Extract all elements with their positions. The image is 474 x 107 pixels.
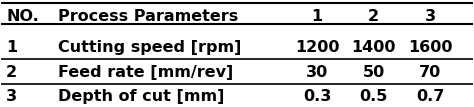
Text: 1400: 1400 (351, 40, 396, 55)
Text: 3: 3 (425, 9, 436, 24)
Text: Feed rate [mm/rev]: Feed rate [mm/rev] (58, 65, 233, 80)
Text: 30: 30 (306, 65, 328, 80)
Text: 1: 1 (311, 9, 323, 24)
Text: 0.7: 0.7 (416, 89, 445, 104)
Text: 1200: 1200 (295, 40, 339, 55)
Text: 2: 2 (6, 65, 17, 80)
Text: 70: 70 (419, 65, 441, 80)
Text: 1: 1 (6, 40, 17, 55)
Text: 2: 2 (368, 9, 379, 24)
Text: 3: 3 (6, 89, 17, 104)
Text: Cutting speed [rpm]: Cutting speed [rpm] (58, 40, 241, 55)
Text: Process Parameters: Process Parameters (58, 9, 238, 24)
Text: NO.: NO. (6, 9, 39, 24)
Text: 1600: 1600 (408, 40, 453, 55)
Text: Depth of cut [mm]: Depth of cut [mm] (58, 89, 224, 104)
Text: 0.5: 0.5 (359, 89, 388, 104)
Text: 50: 50 (363, 65, 385, 80)
Text: 0.3: 0.3 (303, 89, 331, 104)
